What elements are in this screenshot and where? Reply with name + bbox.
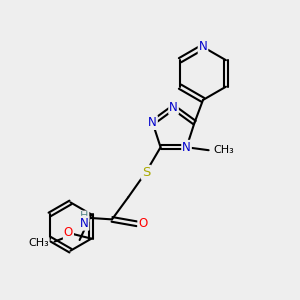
Text: N: N — [80, 217, 88, 230]
Text: N: N — [169, 101, 178, 114]
Text: N: N — [199, 40, 207, 53]
Text: N: N — [148, 116, 157, 129]
Text: H: H — [80, 212, 88, 221]
Text: O: O — [64, 226, 73, 239]
Text: CH₃: CH₃ — [28, 238, 49, 248]
Text: S: S — [142, 166, 150, 179]
Text: O: O — [138, 217, 148, 230]
Text: N: N — [182, 141, 191, 154]
Text: CH₃: CH₃ — [213, 145, 234, 155]
